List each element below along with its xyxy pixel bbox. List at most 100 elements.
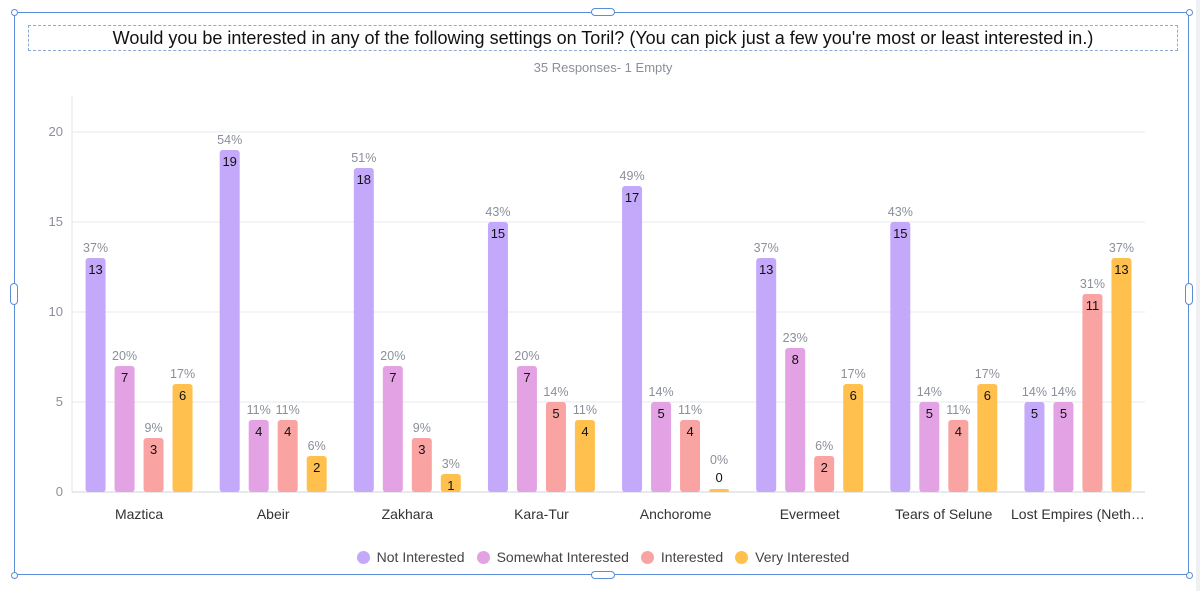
resize-handle-right[interactable]: [1185, 283, 1193, 305]
bar-value-label: 5: [657, 406, 664, 421]
bar: [440, 474, 461, 492]
x-tick-label: Evermeet: [780, 506, 840, 522]
bar-value-label: 19: [222, 154, 236, 169]
legend-swatch: [476, 550, 490, 564]
resize-handle-left[interactable]: [10, 283, 18, 305]
bar-percent-label: 43%: [485, 205, 510, 219]
bar-percent-label: 20%: [380, 349, 405, 363]
legend-label: Not Interested: [376, 549, 465, 565]
x-tick-label: Zakhara: [382, 506, 434, 522]
legend-label: Interested: [660, 549, 724, 565]
bar-percent-label: 49%: [620, 169, 645, 183]
scrollbar-track[interactable]: [1196, 0, 1200, 591]
legend-label: Somewhat Interested: [496, 549, 629, 565]
legend-item[interactable]: Not Interested: [356, 549, 465, 565]
bar-value-label: 2: [821, 460, 828, 475]
bar: [890, 222, 911, 492]
bar-percent-label: 20%: [514, 349, 539, 363]
x-tick-label: Abeir: [257, 506, 290, 522]
bar-percent-label: 54%: [217, 133, 242, 147]
bar-percent-label: 23%: [783, 331, 808, 345]
bar-percent-label: 14%: [1022, 385, 1047, 399]
resize-handle-top-left[interactable]: [11, 9, 18, 16]
bar-value-label: 4: [284, 424, 291, 439]
chart-legend: Not Interested Somewhat Interested Interes…: [0, 549, 1200, 565]
bar-value-label: 11: [1086, 298, 1100, 313]
bar-percent-label: 17%: [975, 367, 1000, 381]
bar-percent-label: 51%: [351, 151, 376, 165]
bar-value-label: 4: [581, 424, 588, 439]
bar: [516, 366, 537, 492]
chart-title[interactable]: Would you be interested in any of the fo…: [28, 25, 1178, 51]
bar-percent-label: 9%: [413, 421, 431, 435]
bar-percent-label: 9%: [145, 421, 163, 435]
bar: [172, 384, 193, 492]
legend-label: Very Interested: [755, 549, 850, 565]
bar-percent-label: 17%: [170, 367, 195, 381]
y-tick-label: 20: [49, 124, 63, 139]
legend-swatch: [640, 550, 654, 564]
bar: [411, 438, 432, 492]
bar: [219, 150, 240, 492]
bar-value-label: 6: [850, 388, 857, 403]
resize-handle-bottom-right[interactable]: [1186, 572, 1193, 579]
bar-value-label: 4: [255, 424, 262, 439]
bar-percent-label: 11%: [247, 403, 271, 417]
y-tick-label: 5: [56, 394, 63, 409]
bar-value-label: 7: [389, 370, 396, 385]
bar: [382, 366, 403, 492]
bar-value-label: 4: [686, 424, 693, 439]
bar: [114, 366, 135, 492]
resize-handle-bottom[interactable]: [591, 571, 615, 579]
legend-swatch: [735, 550, 749, 564]
legend-item[interactable]: Somewhat Interested: [476, 549, 629, 565]
bar-percent-label: 14%: [917, 385, 942, 399]
bar-percent-label: 0%: [710, 453, 728, 467]
y-tick-label: 15: [49, 214, 63, 229]
bar: [785, 348, 806, 492]
bar-value-label: 6: [984, 388, 991, 403]
bar-value-label: 13: [1114, 262, 1128, 277]
bar: [814, 456, 835, 492]
bar: [843, 384, 864, 492]
resize-handle-top[interactable]: [591, 8, 615, 16]
resize-handle-bottom-left[interactable]: [11, 572, 18, 579]
x-tick-label: Lost Empires (Neth…: [1011, 506, 1145, 522]
bar: [651, 402, 672, 492]
legend-item[interactable]: Interested: [640, 549, 724, 565]
resize-handle-top-right[interactable]: [1186, 9, 1193, 16]
bar-value-label: 2: [313, 460, 320, 475]
bar-value-label: 6: [179, 388, 186, 403]
bar-value-label: 7: [523, 370, 530, 385]
bar: [1111, 258, 1132, 492]
bar-percent-label: 6%: [815, 439, 833, 453]
bar: [709, 489, 730, 492]
bar-value-label: 3: [150, 442, 157, 457]
bar: [574, 420, 595, 492]
bar-percent-label: 20%: [112, 349, 137, 363]
bar-value-label: 13: [88, 262, 102, 277]
chart-subtitle: 35 Responses- 1 Empty: [533, 60, 673, 75]
bar-value-label: 15: [893, 226, 907, 241]
bar-percent-label: 11%: [946, 403, 970, 417]
bar-value-label: 15: [491, 226, 505, 241]
y-tick-label: 0: [56, 484, 63, 499]
bar: [756, 258, 777, 492]
bar-percent-label: 31%: [1080, 277, 1105, 291]
bar: [277, 420, 298, 492]
bar-value-label: 1: [447, 478, 454, 493]
legend-item[interactable]: Very Interested: [735, 549, 849, 565]
bar-percent-label: 14%: [543, 385, 568, 399]
x-tick-label: Tears of Selune: [895, 506, 992, 522]
bar: [353, 168, 374, 492]
bar: [85, 258, 106, 492]
bar-value-label: 13: [759, 262, 773, 277]
bar-percent-label: 14%: [649, 385, 674, 399]
bar: [306, 456, 327, 492]
bar-value-label: 5: [552, 406, 559, 421]
bar-value-label: 3: [418, 442, 425, 457]
bar-percent-label: 17%: [841, 367, 866, 381]
bar-percent-label: 37%: [83, 241, 108, 255]
legend-swatch: [356, 550, 370, 564]
